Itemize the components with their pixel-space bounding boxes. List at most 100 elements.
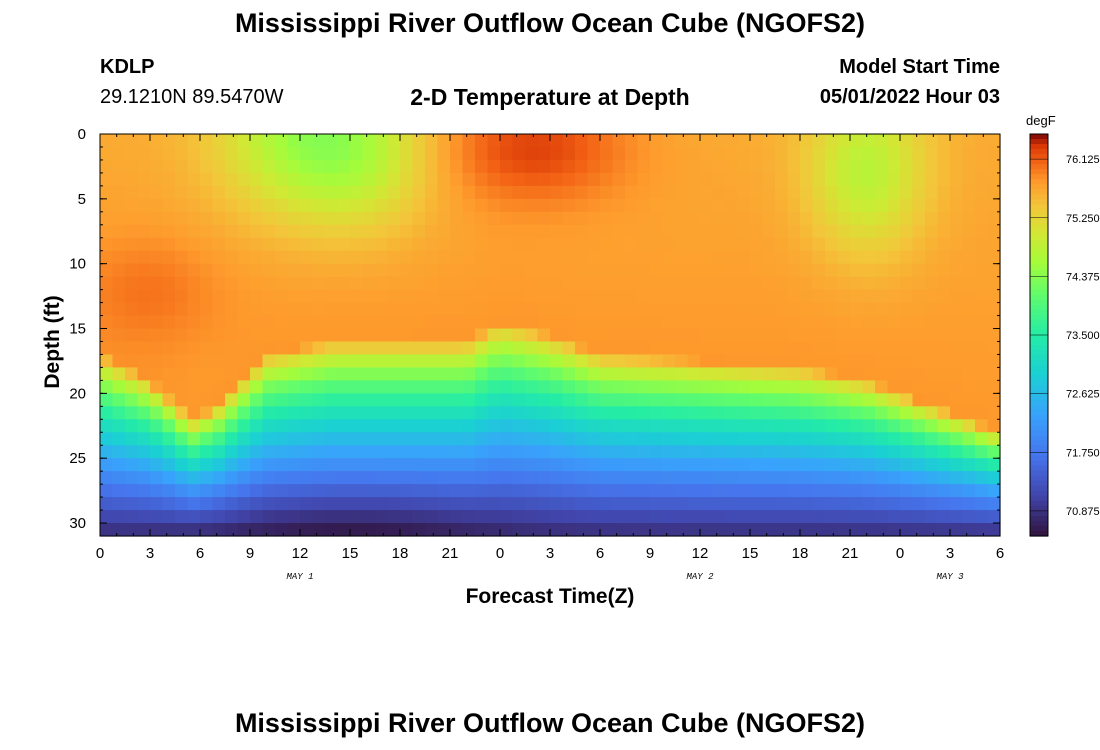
heatmap-cell [387,406,401,420]
heatmap-cell [187,393,201,407]
heatmap-cell [212,523,226,537]
heatmap-cell [425,276,439,291]
heatmap-cell [137,159,151,174]
heatmap-cell [312,159,326,174]
heatmap-cell [237,211,251,226]
heatmap-cell [687,484,701,498]
heatmap-cell [700,159,714,174]
heatmap-cell [700,237,714,252]
heatmap-cell [925,146,939,161]
heatmap-cell [662,523,676,537]
heatmap-cell [325,523,339,537]
heatmap-cell [712,276,726,291]
heatmap-cell [362,393,376,407]
heatmap-cell [600,237,614,252]
heatmap-cell [275,471,289,485]
heatmap-cell [487,146,501,161]
heatmap-cell [625,471,639,485]
heatmap-cell [462,224,476,239]
heatmap-cell [762,406,776,420]
heatmap-cell [725,445,739,459]
heatmap-cell [662,289,676,304]
heatmap-cell [650,445,664,459]
heatmap-cell [150,497,164,511]
heatmap-cell [325,471,339,485]
heatmap-cell [775,419,789,433]
heatmap-cell [300,146,314,161]
heatmap-cell [687,159,701,174]
heatmap-cell [225,172,239,187]
heatmap-cell [825,198,839,213]
heatmap-cell [425,523,439,537]
heatmap-cell [187,432,201,446]
heatmap-cell [337,237,351,252]
heatmap-cell [125,315,139,330]
heatmap-cell [537,224,551,239]
heatmap-cell [825,471,839,485]
heatmap-cell [325,250,339,265]
heatmap-cell [312,237,326,252]
heatmap-cell [762,471,776,485]
heatmap-cell [150,419,164,433]
heatmap-cell [350,146,364,161]
heatmap-cell [375,497,389,511]
heatmap-cell [525,302,539,317]
heatmap-cell [950,510,964,524]
heatmap-cell [687,367,701,381]
heatmap-cell [237,497,251,511]
heatmap-cell [975,263,989,278]
heatmap-cell [500,458,514,472]
heatmap-cell [187,198,201,213]
heatmap-cell [612,419,626,433]
heatmap-cell [987,458,1001,472]
heatmap-cell [825,432,839,446]
heatmap-cell [900,484,914,498]
heatmap-cell [450,289,464,304]
heatmap-cell [987,263,1001,278]
heatmap-cell [750,224,764,239]
heatmap-cells [100,134,1001,537]
heatmap-cell [662,263,676,278]
heatmap-cell [150,328,164,343]
heatmap-cell [162,263,176,278]
heatmap-cell [862,523,876,537]
heatmap-cell [287,263,301,278]
heatmap-cell [800,432,814,446]
heatmap-cell [300,211,314,226]
heatmap-cell [875,328,889,343]
heatmap-cell [375,484,389,498]
heatmap-cell [625,523,639,537]
heatmap-cell [500,302,514,317]
heatmap-cell [662,237,676,252]
colorbar-band [1030,455,1048,462]
heatmap-cell [625,289,639,304]
heatmap-cell [612,471,626,485]
heatmap-cell [825,289,839,304]
heatmap-cell [875,354,889,369]
heatmap-cell [587,224,601,239]
heatmap-cell [362,211,376,226]
heatmap-cell [525,289,539,304]
heatmap-cell [812,445,826,459]
heatmap-cell [612,432,626,446]
heatmap-cell [362,198,376,213]
heatmap-cell [337,510,351,524]
heatmap-cell [825,211,839,226]
heatmap-cell [912,445,926,459]
heatmap-cell [625,484,639,498]
heatmap-cell [362,263,376,278]
heatmap-cell [650,276,664,291]
heatmap-cell [600,146,614,161]
colorbar-band [1030,139,1048,145]
heatmap-cell [762,134,776,148]
heatmap-cell [975,341,989,356]
heatmap-cell [900,224,914,239]
heatmap-cell [175,406,189,420]
heatmap-cell [675,510,689,524]
heatmap-cell [112,315,126,330]
heatmap-cell [225,419,239,433]
station-id: KDLP [100,56,155,78]
heatmap-cell [662,367,676,381]
heatmap-cell [962,484,976,498]
heatmap-cell [662,198,676,213]
